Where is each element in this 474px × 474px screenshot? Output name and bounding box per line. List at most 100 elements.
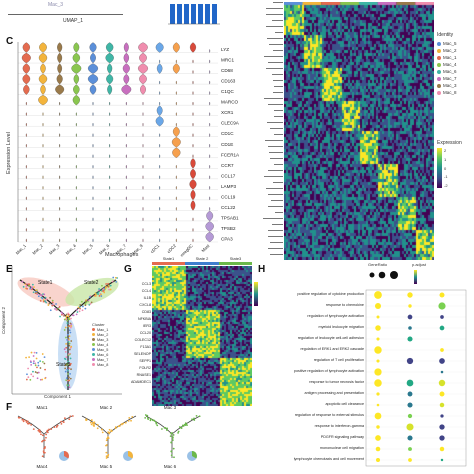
legend-swatch	[437, 76, 441, 81]
state-gene-label: FOLR2	[139, 366, 151, 370]
trajectory-footer: Mac4	[36, 464, 48, 469]
violin-shape	[92, 143, 94, 148]
identity-legend-item: Mac_7	[437, 75, 473, 82]
trajectory-plot: State1 State2 State3	[11, 266, 122, 395]
heatmap-gene-tick	[272, 92, 283, 93]
violin-shape	[109, 112, 111, 117]
cell-point	[92, 422, 94, 425]
cell-point	[78, 310, 81, 313]
legend-label: Mac_1	[97, 327, 109, 332]
cell-point	[62, 421, 65, 424]
cell-point	[180, 426, 183, 429]
violin-shape	[159, 206, 161, 211]
violin-shape	[125, 185, 127, 190]
violin-shape	[25, 238, 27, 243]
cell-point	[39, 367, 42, 369]
violin-shape	[190, 200, 196, 211]
violin-shape	[109, 101, 111, 106]
cell-point	[65, 363, 68, 365]
cell-point	[85, 419, 88, 422]
cell-point	[61, 312, 64, 315]
heatmap-gene-tick	[274, 164, 283, 165]
violin-shape	[159, 133, 161, 138]
violin-shape	[175, 185, 177, 190]
state-label-1: State1	[162, 256, 175, 261]
violin-shape	[42, 206, 44, 211]
cell-point	[70, 325, 73, 327]
go-term-label: lymphocyte chemotaxis and cell movement	[293, 457, 364, 461]
cell-point	[67, 373, 69, 375]
violin-shape	[123, 73, 130, 85]
violin-shape	[109, 206, 111, 211]
violin-shape	[190, 168, 196, 180]
heatmap-gene-tick	[268, 206, 283, 207]
go-term-label: response to tumor necrosis factor	[309, 380, 364, 384]
cell-point	[32, 428, 35, 430]
cell-point	[37, 361, 40, 364]
cluster-legend-item: Mac_8	[92, 362, 122, 367]
cell-point	[105, 283, 108, 285]
go-term-label: PDGFR signaling pathway	[320, 435, 364, 439]
trajectory-ylabel: Component 2	[1, 306, 7, 335]
go-term-label: regulation of lymphocyte activation	[307, 314, 364, 318]
legend-swatch	[92, 338, 95, 341]
cell-point	[70, 317, 72, 320]
cell-point	[64, 367, 67, 370]
cell-point	[41, 440, 43, 443]
violin-shape	[172, 147, 181, 158]
violin-shape	[189, 42, 197, 53]
violin-shape	[159, 228, 161, 232]
cell-point	[171, 439, 174, 441]
heatmap-gene-tick	[267, 194, 283, 195]
cell-point	[97, 293, 100, 295]
cell-point	[30, 287, 33, 290]
heatmap-gene-tick	[268, 104, 283, 105]
legend-label: Mac_5	[97, 347, 109, 352]
cell-point	[101, 431, 104, 434]
violin-shape	[73, 42, 80, 53]
cell-point	[29, 360, 32, 363]
violin-gene-label: XCR1	[221, 110, 234, 115]
go-term-label: antigen processing and presentation	[304, 391, 364, 395]
cell-point	[124, 421, 127, 424]
violin-shape	[109, 217, 111, 222]
violin-shape	[192, 80, 194, 85]
violin-shape	[121, 84, 132, 95]
cell-point	[131, 415, 134, 418]
cell-point	[22, 285, 25, 288]
enrichment-dot	[374, 302, 382, 310]
cell-point	[52, 303, 55, 306]
legend-label: Mac_6	[443, 69, 457, 74]
state-gene-labels: CCL3 CCL4 IL1B CXCL8 CD83 NFKBIA IER3 CCL20 COLE…	[130, 282, 152, 392]
violin-xlabel: Macrophages	[105, 252, 139, 258]
cell-point	[169, 435, 172, 438]
cell-point	[51, 301, 54, 304]
cell-point	[65, 317, 68, 320]
cell-point	[37, 295, 40, 298]
cell-point	[70, 368, 72, 371]
cluster-legend: Cluster Mac_1 Mac_2 Mac_3 Mac_4 Mac_5 Mac_6 Ma…	[92, 322, 122, 367]
cell-point	[43, 356, 46, 359]
heatmap-gene-tick	[268, 236, 283, 237]
enrichment-dot	[440, 414, 444, 418]
violin-shape	[142, 143, 144, 148]
violin-gene-label: MARCO	[221, 100, 239, 105]
cell-point	[32, 360, 35, 363]
violin-shape	[109, 143, 111, 148]
dotplot-legend: GeneRatio p.adjust	[366, 262, 472, 292]
cell-point	[66, 333, 69, 336]
cell-point	[69, 372, 72, 375]
enrichment-dot	[376, 392, 380, 396]
violin-shape	[190, 189, 196, 201]
state-label-2: State 2	[195, 256, 209, 261]
cluster-trajectories: Mac1 Mac4 Mac 2 Mac 5 Mac 3 Mac 6	[17, 405, 201, 469]
expression-legend-title: Expression	[437, 140, 462, 146]
enrichment-dot	[407, 336, 413, 342]
cell-point	[96, 423, 99, 426]
violin-shape	[109, 154, 111, 159]
cell-point	[67, 360, 70, 363]
violin-shape	[125, 206, 127, 211]
cell-point	[45, 298, 48, 301]
violin-shape	[107, 84, 113, 95]
enrichment-dot	[407, 391, 413, 397]
